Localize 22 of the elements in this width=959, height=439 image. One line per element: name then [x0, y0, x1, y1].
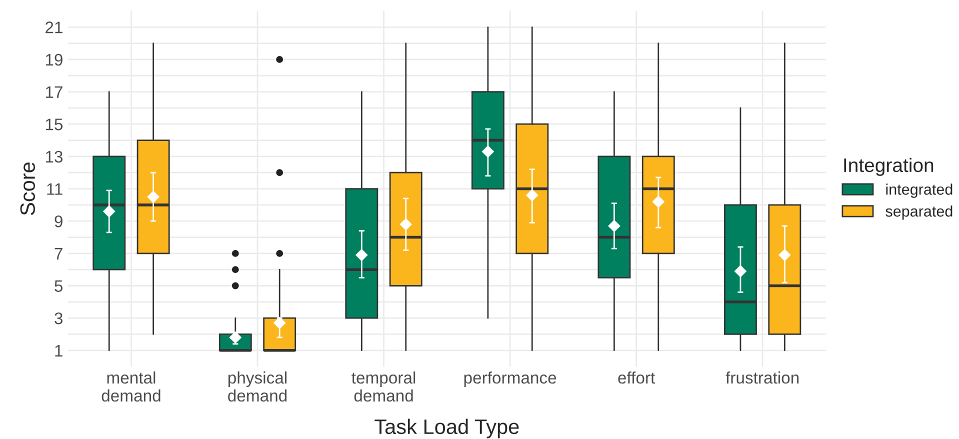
y-tick-label: 19	[46, 54, 62, 66]
legend-label: integrated	[886, 184, 952, 198]
y-tick-label: 15	[46, 118, 63, 130]
x-tick-label: mental demand	[102, 371, 160, 402]
y-tick-label: 3	[54, 312, 62, 324]
x-tick-label: performance	[464, 371, 556, 387]
x-tick-label: temporal demand	[352, 371, 416, 402]
y-tick-label: 5	[54, 280, 63, 292]
legend-title: Integration	[844, 158, 934, 176]
y-tick-label: 11	[47, 183, 62, 195]
x-tick-label: effort	[618, 371, 656, 384]
legend-label: separated	[886, 205, 952, 220]
x-tick-label: physical demand	[228, 371, 287, 402]
y-tick-label: 13	[46, 150, 62, 163]
x-axis-title: Task Load Type	[374, 418, 519, 438]
x-tick-label: frustration	[726, 371, 799, 384]
y-tick-label: 17	[46, 86, 62, 98]
y-tick-label: 9	[54, 215, 62, 228]
y-tick-label: 7	[54, 248, 62, 260]
y-axis-title: Score	[20, 162, 36, 216]
y-tick-label: 21	[46, 22, 62, 34]
y-tick-label: 1	[55, 344, 62, 356]
